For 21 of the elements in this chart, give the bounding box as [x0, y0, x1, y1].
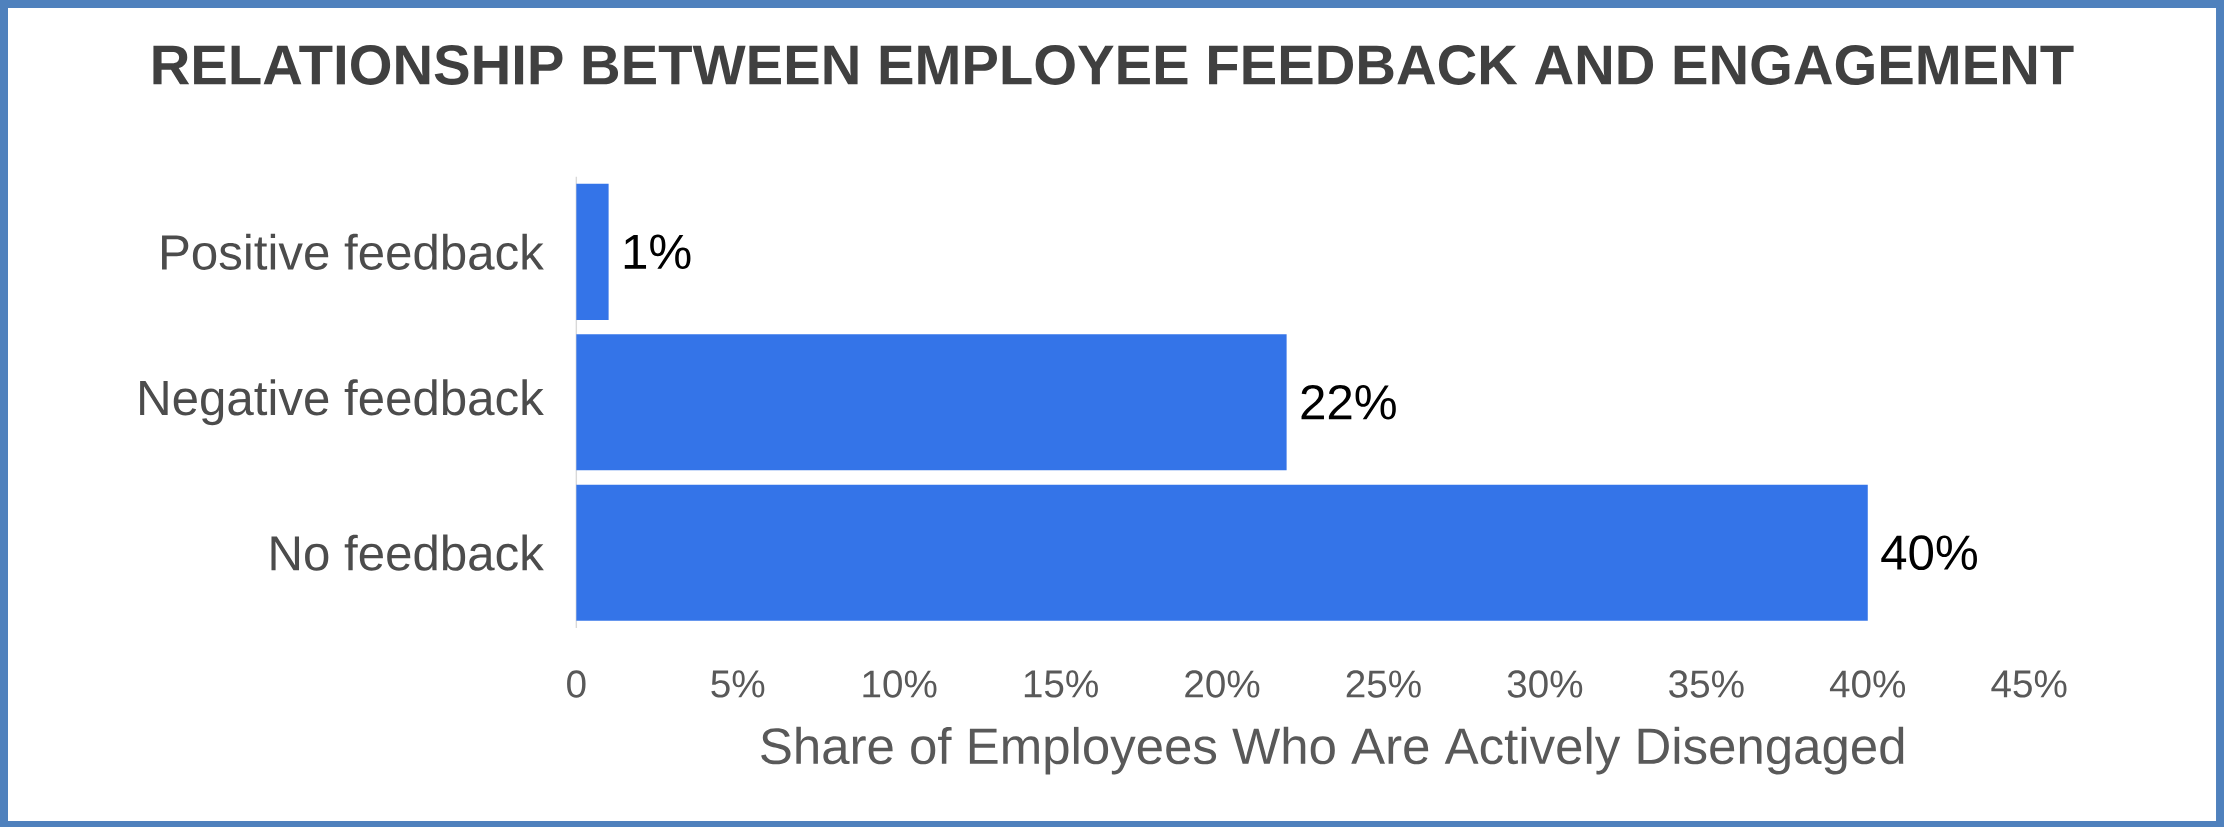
- x-tick-label: 45%: [1991, 670, 2067, 698]
- data-label: 22%: [1301, 384, 1396, 420]
- y-tick-label: Positive feedback: [162, 233, 544, 270]
- x-tick-label: 5%: [711, 670, 765, 698]
- data-label: 1%: [624, 234, 691, 270]
- x-tick-label: 15%: [1024, 670, 1098, 698]
- data-label: 40%: [1881, 535, 1977, 571]
- x-axis-title: Share of Employees Who Are Actively Disengaged: [761, 726, 1904, 775]
- y-tick-label: Negative feedback: [140, 379, 544, 426]
- x-tick-label: 30%: [1507, 670, 1583, 698]
- x-tick-label: 40%: [1829, 670, 1906, 698]
- x-tick-label: 20%: [1185, 670, 1260, 698]
- bar: [576, 334, 1287, 471]
- bar: [576, 484, 1868, 621]
- x-tick-label: 35%: [1669, 670, 1744, 698]
- x-tick-label: 10%: [863, 670, 937, 698]
- x-tick-label: 25%: [1346, 670, 1421, 698]
- x-tick-label: 0: [567, 670, 586, 698]
- bar: [576, 183, 609, 320]
- y-tick-label: No feedback: [271, 534, 544, 571]
- chart-title: RELATIONSHIP BETWEEN EMPLOYEE FEEDBACK AND ENGAGEMENT: [153, 45, 2074, 85]
